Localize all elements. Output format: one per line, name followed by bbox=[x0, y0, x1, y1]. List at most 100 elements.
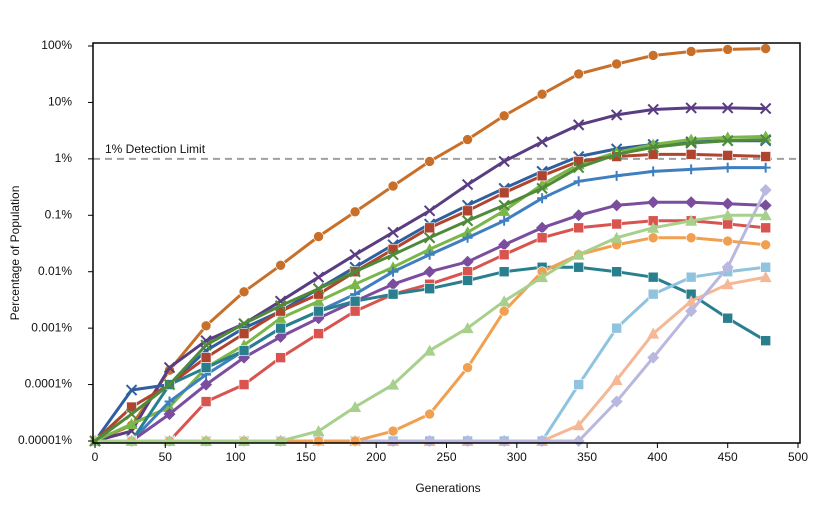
marker bbox=[498, 155, 510, 168]
marker bbox=[721, 197, 734, 210]
marker bbox=[611, 322, 622, 334]
marker bbox=[536, 232, 548, 244]
marker bbox=[647, 141, 659, 154]
marker bbox=[685, 271, 697, 283]
marker bbox=[759, 102, 772, 115]
marker bbox=[313, 328, 324, 339]
marker bbox=[722, 44, 734, 55]
marker bbox=[685, 196, 698, 209]
marker bbox=[536, 182, 548, 195]
marker bbox=[461, 215, 474, 227]
marker bbox=[721, 209, 734, 221]
marker bbox=[349, 278, 362, 290]
x-tick-label: 350 bbox=[577, 450, 597, 464]
marker bbox=[312, 295, 325, 307]
y-tick-label: 0.0001% bbox=[25, 377, 73, 391]
x-tick-label: 500 bbox=[788, 450, 808, 464]
marker bbox=[498, 266, 510, 278]
y-tick-label: 0.00001% bbox=[18, 433, 72, 447]
x-tick-label: 0 bbox=[92, 450, 99, 464]
marker bbox=[388, 266, 399, 277]
marker bbox=[461, 322, 474, 334]
marker bbox=[760, 162, 771, 173]
marker bbox=[349, 249, 361, 261]
marker bbox=[759, 271, 772, 283]
marker bbox=[387, 180, 399, 192]
marker bbox=[647, 196, 660, 209]
marker bbox=[126, 401, 137, 413]
marker bbox=[759, 209, 772, 221]
marker bbox=[536, 221, 549, 234]
marker bbox=[610, 374, 623, 386]
marker bbox=[238, 328, 250, 339]
marker bbox=[760, 151, 771, 162]
marker bbox=[312, 282, 325, 295]
plot-area: 1% Detection Limit bbox=[89, 43, 800, 447]
marker bbox=[572, 209, 585, 222]
marker bbox=[611, 170, 622, 181]
marker bbox=[572, 161, 585, 174]
x-tick-label: 50 bbox=[159, 450, 173, 464]
marker bbox=[721, 134, 734, 147]
marker bbox=[424, 156, 435, 167]
marker bbox=[498, 110, 510, 122]
y-axis-label: Percentage of Population bbox=[8, 186, 22, 321]
marker bbox=[462, 134, 473, 145]
marker bbox=[424, 222, 435, 234]
marker bbox=[647, 149, 659, 160]
marker bbox=[572, 435, 585, 447]
marker bbox=[349, 206, 361, 218]
marker bbox=[200, 362, 212, 373]
marker bbox=[274, 299, 287, 312]
marker bbox=[685, 214, 698, 226]
marker bbox=[275, 352, 286, 363]
marker bbox=[573, 379, 584, 390]
marker bbox=[685, 137, 697, 149]
marker bbox=[387, 435, 400, 447]
marker bbox=[461, 435, 474, 447]
marker bbox=[573, 222, 584, 234]
marker bbox=[349, 401, 362, 413]
marker bbox=[274, 330, 287, 343]
marker bbox=[760, 43, 771, 54]
marker bbox=[462, 275, 473, 286]
x-axis-label: Generations bbox=[415, 481, 480, 495]
marker bbox=[387, 249, 399, 261]
marker bbox=[498, 295, 511, 307]
marker bbox=[349, 266, 361, 278]
marker bbox=[238, 345, 250, 356]
marker bbox=[498, 305, 510, 317]
x-tick-label: 200 bbox=[366, 450, 386, 464]
marker bbox=[647, 221, 660, 233]
marker bbox=[313, 435, 324, 447]
marker bbox=[200, 320, 212, 332]
marker bbox=[759, 199, 772, 212]
marker bbox=[498, 199, 510, 212]
marker bbox=[685, 295, 698, 307]
marker bbox=[721, 261, 734, 274]
marker bbox=[125, 418, 138, 430]
marker bbox=[423, 232, 436, 244]
marker bbox=[313, 305, 324, 317]
marker bbox=[647, 351, 660, 364]
marker bbox=[573, 261, 584, 273]
marker bbox=[387, 226, 399, 238]
x-tick-label: 450 bbox=[718, 450, 738, 464]
marker bbox=[722, 218, 734, 230]
y-tick-label: 100% bbox=[41, 38, 72, 52]
marker bbox=[238, 379, 250, 390]
marker bbox=[423, 205, 436, 217]
marker bbox=[573, 68, 584, 80]
marker bbox=[387, 425, 399, 437]
marker bbox=[89, 435, 101, 447]
marker bbox=[648, 166, 659, 177]
marker bbox=[462, 362, 473, 373]
marker bbox=[349, 305, 361, 317]
x-tick-label: 100 bbox=[226, 450, 246, 464]
marker bbox=[498, 204, 511, 216]
marker bbox=[572, 248, 585, 260]
marker bbox=[573, 176, 584, 187]
marker bbox=[499, 215, 510, 226]
marker bbox=[200, 339, 212, 351]
